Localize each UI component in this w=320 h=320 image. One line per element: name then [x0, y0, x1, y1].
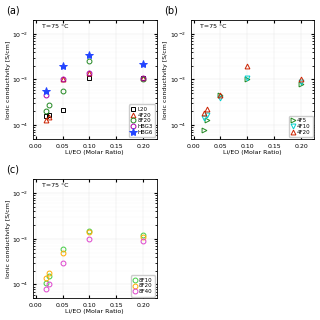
8F10 — [87, 229, 91, 233]
Line: 8F20: 8F20 — [44, 230, 146, 280]
Legend: L20, 4F20, 8F20, HBG3, HBG6: L20, 4F20, 8F20, HBG3, HBG6 — [129, 104, 155, 137]
8F20 — [60, 251, 64, 254]
HBG6 — [87, 53, 91, 57]
Line: 4F10: 4F10 — [202, 75, 303, 121]
HBG6 — [60, 64, 64, 68]
4F20 — [47, 115, 51, 119]
4F20 — [60, 77, 64, 81]
Line: HBG6: HBG6 — [42, 51, 147, 95]
8F40 — [141, 239, 145, 243]
X-axis label: Li/EO (Molar Ratio): Li/EO (Molar Ratio) — [65, 309, 124, 315]
4F20 — [245, 64, 249, 68]
HBG6 — [141, 62, 145, 66]
4F20 — [219, 93, 222, 97]
8F40 — [87, 237, 91, 241]
4F20 — [299, 77, 303, 81]
X-axis label: Li/EO (Molar Ratio): Li/EO (Molar Ratio) — [65, 150, 124, 155]
HBG3 — [60, 77, 64, 81]
8F20 — [44, 276, 48, 280]
Legend: 8F10, 8F20, 8F40: 8F10, 8F20, 8F40 — [131, 276, 155, 297]
8F40 — [47, 283, 51, 286]
8F20 — [47, 103, 51, 107]
Legend: 4F5, 4F10, 4F20: 4F5, 4F10, 4F20 — [289, 116, 313, 137]
4F10 — [205, 113, 209, 116]
Line: 4F20: 4F20 — [44, 70, 146, 122]
4F10 — [203, 116, 206, 120]
Y-axis label: Ionic conductivity [S/cm]: Ionic conductivity [S/cm] — [5, 200, 11, 278]
Line: HBG3: HBG3 — [44, 70, 146, 98]
L20 — [47, 113, 51, 116]
4F20 — [87, 71, 91, 75]
Text: (a): (a) — [6, 5, 20, 15]
8F20 — [60, 89, 64, 93]
Text: T=75 °C: T=75 °C — [42, 24, 68, 28]
8F20 — [87, 60, 91, 63]
4F5 — [203, 128, 206, 132]
Line: 4F20: 4F20 — [202, 63, 303, 116]
HBG3 — [87, 71, 91, 75]
Line: 8F20: 8F20 — [44, 59, 146, 114]
8F20 — [47, 271, 51, 275]
4F20 — [44, 118, 48, 122]
8F10 — [44, 281, 48, 284]
4F20 — [141, 76, 145, 79]
Line: 4F5: 4F5 — [202, 77, 303, 132]
L20 — [60, 108, 64, 112]
Y-axis label: Ionic conductivity [S/cm]: Ionic conductivity [S/cm] — [164, 40, 168, 119]
HBG3 — [44, 93, 48, 97]
L20 — [87, 76, 91, 79]
Text: (c): (c) — [6, 164, 19, 175]
4F5 — [299, 82, 303, 86]
Y-axis label: Ionic conductivity [S/cm]: Ionic conductivity [S/cm] — [5, 40, 11, 119]
4F20 — [205, 108, 209, 111]
8F40 — [44, 287, 48, 291]
L20 — [141, 76, 145, 79]
Text: T=75 °C: T=75 °C — [42, 183, 68, 188]
8F40 — [60, 261, 64, 265]
4F20 — [203, 112, 206, 116]
4F5 — [245, 77, 249, 81]
Line: 8F40: 8F40 — [44, 236, 146, 291]
HBG3 — [141, 76, 145, 79]
8F10 — [141, 233, 145, 237]
X-axis label: Li/EO (Molar Ratio): Li/EO (Molar Ratio) — [223, 150, 282, 155]
8F10 — [60, 247, 64, 251]
HBG6 — [44, 89, 48, 93]
Line: 8F10: 8F10 — [44, 228, 146, 285]
4F10 — [219, 96, 222, 100]
8F20 — [87, 230, 91, 234]
8F20 — [141, 235, 145, 239]
8F20 — [141, 77, 145, 81]
Text: (b): (b) — [164, 5, 178, 15]
L20 — [44, 114, 48, 118]
4F5 — [205, 118, 209, 122]
4F5 — [219, 93, 222, 97]
Line: L20: L20 — [44, 75, 146, 118]
4F10 — [299, 80, 303, 84]
4F10 — [245, 76, 249, 79]
8F10 — [47, 275, 51, 278]
8F20 — [44, 109, 48, 113]
Text: T=75 °C: T=75 °C — [200, 24, 226, 28]
